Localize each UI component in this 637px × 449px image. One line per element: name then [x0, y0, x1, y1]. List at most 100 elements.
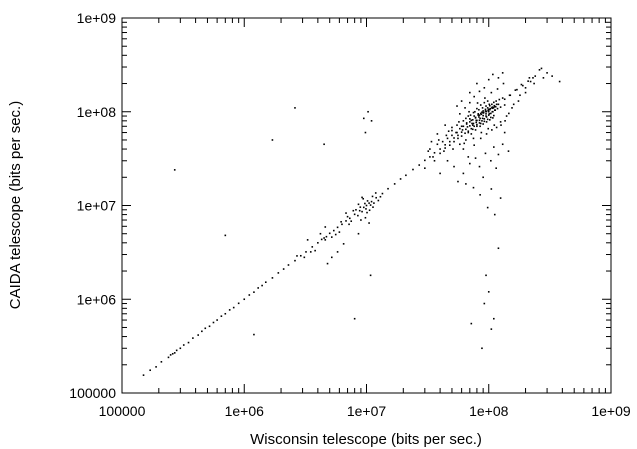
- data-point: [261, 284, 263, 287]
- data-point: [484, 110, 487, 112]
- data-point: [481, 111, 483, 113]
- data-point: [424, 159, 426, 162]
- data-point: [469, 121, 471, 123]
- data-point: [479, 104, 482, 106]
- data-point: [486, 100, 489, 102]
- data-point: [498, 98, 501, 101]
- data-point: [253, 291, 255, 293]
- data-point: [477, 113, 480, 115]
- data-point: [532, 77, 534, 79]
- data-point: [479, 112, 482, 115]
- data-point: [224, 312, 227, 315]
- data-point: [478, 108, 480, 111]
- data-point: [478, 116, 480, 118]
- data-point: [484, 97, 486, 99]
- data-point: [319, 232, 322, 235]
- data-point: [366, 200, 369, 202]
- axis-tick-labels: 100000 1e+06 1e+07 1e+08 1e+09 100000 1e+06 1e+…: [69, 10, 631, 419]
- data-point: [368, 209, 371, 212]
- data-point: [468, 110, 470, 113]
- y-tick-label: 1e+06: [77, 291, 117, 307]
- data-point: [469, 125, 471, 127]
- data-point: [364, 202, 366, 205]
- data-point: [487, 291, 490, 293]
- data-point: [482, 112, 484, 114]
- data-point: [496, 88, 499, 90]
- data-point: [484, 152, 487, 155]
- data-point: [355, 208, 357, 211]
- data-point: [445, 134, 448, 137]
- data-point: [447, 130, 450, 133]
- data-point: [471, 122, 473, 125]
- x-tick-label: 1e+07: [347, 403, 387, 419]
- data-point: [208, 325, 211, 328]
- data-point: [345, 220, 347, 222]
- data-point: [465, 123, 468, 125]
- data-point: [212, 321, 215, 324]
- data-point: [490, 159, 492, 162]
- data-point: [489, 107, 492, 110]
- data-point: [476, 125, 478, 128]
- data-point: [478, 119, 481, 122]
- data-point: [474, 157, 477, 159]
- data-point: [465, 128, 467, 131]
- data-point: [522, 84, 524, 87]
- data-point: [453, 165, 455, 168]
- data-point: [169, 354, 172, 356]
- data-point: [460, 131, 463, 133]
- data-point: [471, 119, 474, 121]
- data-point: [487, 127, 490, 130]
- data-point: [481, 117, 484, 120]
- data-point: [485, 133, 488, 135]
- data-point: [475, 121, 478, 124]
- data-points: [142, 67, 561, 376]
- data-point: [320, 238, 323, 241]
- data-point: [370, 120, 373, 122]
- data-point: [204, 327, 207, 330]
- data-point: [317, 242, 319, 244]
- data-point: [491, 103, 493, 106]
- data-point: [430, 140, 433, 143]
- data-point: [479, 117, 481, 120]
- data-point: [497, 103, 500, 106]
- data-point: [357, 214, 359, 217]
- data-point: [173, 169, 176, 171]
- data-point: [473, 95, 475, 98]
- data-point: [248, 294, 251, 296]
- data-point: [457, 180, 459, 183]
- data-point: [179, 347, 182, 350]
- data-point: [462, 120, 465, 122]
- data-point: [375, 196, 377, 199]
- data-point: [348, 223, 350, 226]
- data-point: [538, 69, 541, 71]
- data-point: [444, 124, 446, 126]
- data-point: [361, 196, 363, 199]
- data-point: [489, 119, 491, 121]
- data-point: [436, 133, 439, 135]
- data-point: [546, 72, 548, 74]
- data-point: [453, 140, 455, 143]
- data-point: [490, 112, 492, 115]
- data-point: [346, 215, 349, 218]
- data-point: [494, 105, 497, 108]
- data-point: [519, 94, 521, 97]
- data-point: [487, 108, 490, 111]
- data-point: [472, 186, 475, 189]
- data-point: [503, 104, 506, 106]
- data-point: [479, 137, 482, 140]
- data-point: [461, 129, 464, 131]
- data-point: [465, 117, 467, 120]
- data-point: [325, 235, 328, 238]
- data-point: [305, 251, 307, 253]
- data-point: [504, 120, 506, 122]
- data-point: [362, 206, 365, 209]
- data-point: [529, 80, 532, 83]
- data-point: [486, 206, 489, 209]
- y-tick-label: 1e+08: [77, 104, 117, 120]
- data-point: [490, 328, 493, 330]
- data-point: [412, 168, 414, 171]
- data-point: [493, 146, 495, 148]
- data-point: [338, 231, 341, 233]
- data-point: [482, 114, 484, 117]
- data-point: [478, 165, 481, 168]
